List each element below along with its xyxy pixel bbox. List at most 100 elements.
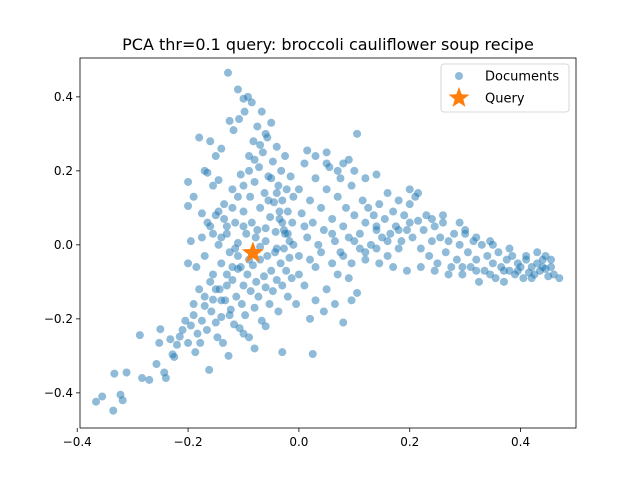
document-point [241,311,250,320]
document-point [303,233,312,242]
document-point [135,331,144,340]
document-point [394,226,403,235]
document-point [414,189,423,198]
document-point [211,285,220,294]
document-point [322,285,331,294]
document-point [235,115,244,124]
document-point [228,263,237,272]
document-point [184,177,193,186]
document-point [237,300,246,309]
document-point [225,116,234,125]
document-point [178,325,187,334]
document-point [242,229,251,238]
document-point [228,276,237,284]
document-point [239,222,248,231]
document-point [267,118,276,127]
document-point [214,176,223,185]
document-point [247,218,256,227]
document-point [333,166,342,175]
document-point [250,155,259,164]
document-point [405,218,414,227]
document-point [347,181,356,190]
document-point [472,233,481,242]
document-point [350,166,359,175]
document-point [266,213,275,222]
document-point [220,200,229,209]
document-point [109,406,118,415]
document-point [207,307,216,316]
document-point [278,218,287,227]
document-point [229,126,238,135]
document-point [256,140,265,149]
document-point [276,259,285,268]
document-point [209,295,218,304]
document-point [200,292,209,301]
document-point [197,233,206,242]
document-point [408,233,417,242]
document-point [200,301,209,310]
document-point [488,240,497,249]
x-tick-label: −0.4 [63,435,92,449]
document-point [483,251,492,260]
document-point [228,203,237,212]
document-point [364,203,373,212]
document-point [475,277,484,286]
document-point [272,142,281,151]
query-point [241,241,265,263]
document-point [272,244,281,253]
document-point [220,214,229,223]
document-point [328,259,337,268]
document-point [277,166,286,175]
document-point [347,259,356,268]
document-point [254,292,263,301]
document-point [450,229,459,238]
document-point [259,272,268,281]
document-point [538,263,547,272]
document-point [414,216,423,225]
document-point [192,263,201,272]
document-point [272,189,281,198]
document-point [203,218,212,227]
document-point [383,189,392,198]
document-point [272,276,281,284]
document-point [285,237,294,246]
document-point [419,226,428,235]
document-point [236,263,245,272]
document-point [455,218,464,227]
document-point [225,311,234,320]
document-point [250,177,259,186]
document-point [181,316,190,325]
document-point [342,203,351,212]
document-point [287,274,296,283]
document-point [222,281,231,290]
axes: −0.4 −0.2 0.0 0.2 0.4 −0.4 −0.2 0.0 0.2 0.4 [44,57,577,449]
document-point [257,316,266,325]
legend-label: Documents [485,70,559,85]
document-point [389,263,398,272]
document-point [300,281,309,290]
document-point [233,192,242,201]
document-point [195,133,204,142]
document-point [281,229,290,238]
document-point [172,340,181,349]
document-point [319,307,328,316]
x-tick-label: −0.2 [173,435,202,449]
document-point [533,248,542,257]
document-point [438,218,447,227]
document-point [239,181,248,190]
document-point [193,329,202,338]
document-point [283,207,292,216]
document-point [438,211,447,220]
document-point [294,185,303,194]
document-point [246,287,255,296]
document-point [265,300,274,309]
document-point [339,318,348,327]
document-point [452,255,461,264]
document-point [425,251,434,260]
document-point [486,270,495,279]
document-point [218,338,227,347]
document-point [240,107,249,116]
document-point [288,218,297,227]
document-point [267,174,276,183]
document-point [494,248,503,257]
